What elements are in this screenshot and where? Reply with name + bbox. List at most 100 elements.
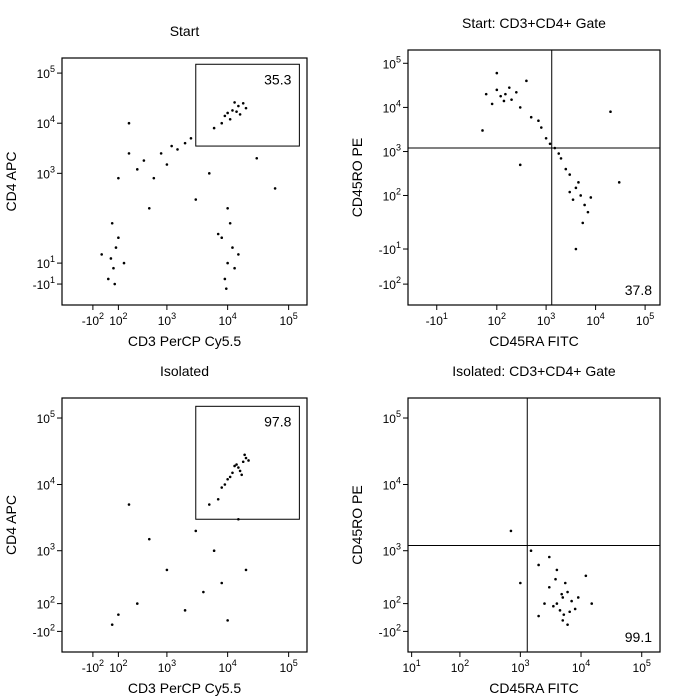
tick-exponent: 4 [585, 658, 590, 668]
event-dot [564, 167, 568, 171]
event-dot [553, 146, 557, 150]
event-dot [273, 187, 277, 190]
event-dot [231, 246, 234, 249]
tick-exponent: 3 [171, 311, 176, 321]
event-dot [555, 568, 559, 572]
tick-exponent: 5 [649, 311, 654, 321]
tick-exponent: 4 [50, 114, 55, 124]
tick-base: 10 [109, 661, 123, 675]
gate-percent: 37.8 [625, 282, 652, 298]
tick-exponent: 1 [50, 275, 55, 285]
gate-percent: 99.1 [625, 629, 652, 645]
event-dot [183, 141, 187, 145]
event-dot [235, 110, 238, 113]
tick-exponent: 5 [396, 54, 401, 64]
event-dot [183, 609, 187, 612]
gate [195, 405, 300, 520]
event-dot [561, 596, 565, 599]
event-dot [554, 577, 557, 581]
tick-exponent: 3 [525, 658, 530, 668]
event-dot [515, 91, 518, 94]
event-dot [237, 253, 240, 256]
tick-label: 102 [451, 658, 469, 675]
tick-exponent: 2 [99, 658, 104, 668]
tick-label: 104 [37, 476, 55, 493]
event-dot [529, 549, 533, 553]
event-dot [560, 592, 563, 596]
tick-label: 103 [158, 658, 176, 675]
event-dot [590, 602, 594, 605]
tick-label: 102 [383, 186, 401, 203]
tick-label: 103 [37, 164, 55, 181]
tick-base: 10 [383, 545, 397, 559]
event-dot [224, 287, 228, 290]
tick-exponent: 4 [396, 98, 401, 108]
tick-exponent: 2 [464, 658, 469, 668]
tick-base: 10 [383, 57, 397, 71]
tick-base: 10 [383, 412, 397, 426]
event-dot [573, 607, 577, 611]
event-dot [152, 176, 156, 180]
tick-base: 10 [218, 314, 232, 328]
x-axis-label: CD45RA FITC [489, 680, 578, 696]
event-dot [100, 253, 103, 256]
tick-label: 105 [37, 409, 55, 426]
tick-base: 10 [158, 661, 172, 675]
event-dot [510, 98, 513, 101]
tick-base: 10 [37, 117, 51, 131]
event-dot [223, 277, 227, 281]
tick-label: 105 [383, 409, 401, 426]
tick-exponent: 1 [416, 658, 421, 668]
tick-base: 10 [586, 314, 600, 328]
event-dot [577, 181, 580, 184]
event-dot [502, 99, 506, 103]
tick-base: 10 [37, 412, 51, 426]
event-dot [247, 459, 250, 462]
tick-label: -102 [82, 658, 104, 675]
event-dot [584, 574, 588, 578]
tick-exponent: 3 [50, 542, 55, 552]
tick-label: 105 [279, 658, 297, 675]
tick-label: 104 [218, 658, 236, 675]
event-dot [212, 549, 216, 553]
gate-percent: 35.3 [264, 71, 291, 87]
panel-title: Isolated [160, 363, 209, 379]
tick-base: -10 [33, 278, 51, 292]
event-dot [241, 101, 245, 105]
tick-label: -102 [379, 275, 401, 292]
y-axis-label: CD4 APC [3, 152, 19, 212]
tick-exponent: 2 [123, 658, 128, 668]
tick-label: 104 [37, 114, 55, 131]
tick-base: -10 [379, 278, 397, 292]
event-dot [233, 101, 236, 104]
tick-base: 10 [451, 661, 465, 675]
event-dot [135, 602, 139, 605]
tick-exponent: 4 [600, 311, 605, 321]
tick-base: -10 [426, 314, 444, 328]
event-dot [617, 181, 621, 184]
event-dot [223, 114, 227, 118]
tick-label: 104 [218, 311, 236, 328]
event-dot [228, 117, 232, 121]
event-dot [170, 144, 173, 148]
tick-base: 10 [636, 314, 650, 328]
event-dot [609, 110, 612, 113]
y-axis-label: CD45RO PE [349, 138, 365, 217]
tick-base: 10 [109, 314, 123, 328]
x-axis-label: CD45RA FITC [489, 333, 578, 349]
tick-label: 105 [279, 311, 297, 328]
event-dot [106, 277, 110, 281]
tick-label: 103 [383, 143, 401, 160]
event-dot [147, 207, 151, 210]
tick-label: 105 [633, 658, 651, 675]
tick-exponent: 5 [293, 658, 298, 668]
event-dot [544, 136, 548, 140]
tick-exponent: 2 [396, 622, 401, 632]
event-dot [220, 581, 224, 585]
tick-label: 104 [383, 476, 401, 493]
tick-base: -10 [379, 243, 397, 257]
tick-label: -101 [379, 240, 401, 257]
gate-percent: 97.8 [264, 413, 291, 429]
event-dot [110, 623, 114, 626]
tick-base: -10 [379, 625, 397, 639]
